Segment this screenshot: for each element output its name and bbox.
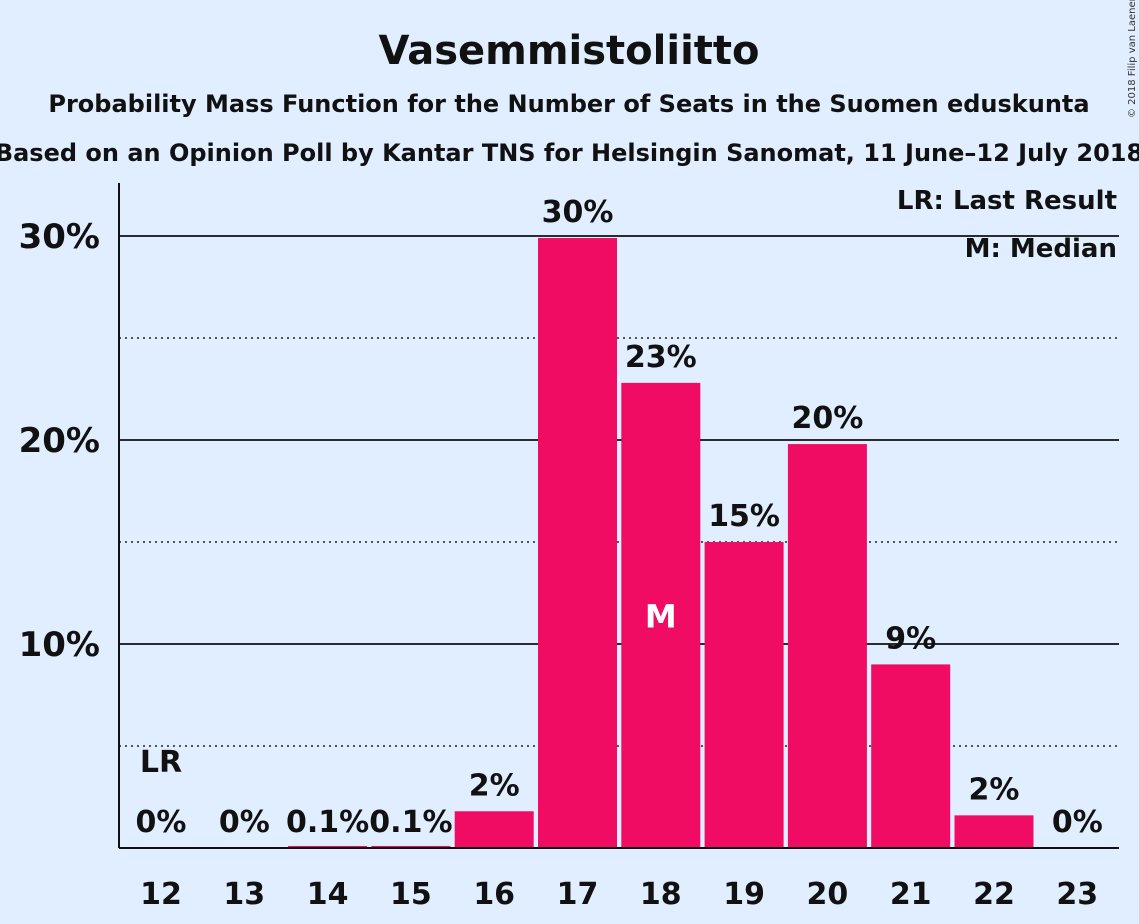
bar-seats-22 [954, 815, 1034, 848]
x-tick-label: 20 [807, 877, 849, 912]
legend-median: M: Median [965, 234, 1117, 264]
y-tick-label: 20% [19, 421, 100, 461]
x-tick-label: 22 [973, 877, 1015, 912]
x-tick-label: 17 [557, 877, 599, 912]
copyright-notice: © 2018 Filip van Laenen [1127, 0, 1138, 118]
bar-value-label: 9% [885, 621, 936, 656]
bar-seats-17 [538, 238, 617, 849]
bar-value-label: 20% [791, 401, 863, 436]
bar-value-label: 2% [969, 772, 1020, 807]
bar-value-label: 0.1% [369, 805, 452, 840]
x-tick-label: 14 [307, 877, 349, 912]
chart-title: Vasemmistoliitto [378, 28, 759, 74]
bar-value-label: 0% [1052, 805, 1103, 840]
bar-seats-20 [787, 444, 867, 848]
markers: LR M [140, 597, 677, 780]
bar-value-label: 0% [136, 805, 187, 840]
bar-value-label: 15% [708, 499, 780, 534]
x-tick-label: 23 [1056, 877, 1098, 912]
bar-value-label: 23% [625, 340, 697, 375]
last-result-marker: LR [140, 745, 182, 780]
x-tick-label: 16 [473, 877, 515, 912]
x-tick-label: 21 [890, 877, 932, 912]
y-tick-label: 10% [19, 625, 100, 665]
chart-subtitle: Probability Mass Function for the Number… [48, 90, 1089, 118]
bar-seats-16 [454, 811, 534, 848]
bar-seats-14 [288, 845, 368, 848]
legend-last-result: LR: Last Result [897, 186, 1117, 216]
median-marker: M [645, 597, 677, 635]
bar-value-label: 0% [219, 805, 270, 840]
chart-subtitle-source: Based on an Opinion Poll by Kantar TNS f… [0, 139, 1139, 167]
x-tick-label: 13 [223, 877, 265, 912]
bar-seats-18 [621, 382, 701, 848]
gridlines [119, 235, 1119, 747]
x-tick-label: 15 [390, 877, 432, 912]
x-tick-label: 18 [640, 877, 682, 912]
bar-value-label: 30% [542, 195, 614, 230]
bar-value-label: 2% [469, 768, 520, 803]
y-tick-label: 30% [19, 217, 100, 257]
bars [288, 238, 1034, 849]
x-tick-label: 12 [140, 877, 182, 912]
bar-value-labels: 0% 0% 0.1% 0.1% 2% 30% 23% 15% 20% 9% 2% 0% [136, 195, 1103, 840]
bar-seats-15 [371, 845, 451, 848]
axes [118, 183, 1119, 849]
bar-seats-21 [871, 664, 951, 848]
x-tick-label: 19 [723, 877, 765, 912]
x-tick-labels: 12 13 14 15 16 17 18 19 20 21 22 23 [140, 877, 1098, 912]
bar-seats-19 [704, 542, 784, 848]
bar-value-label: 0.1% [286, 805, 369, 840]
y-tick-labels: 10% 20% 30% [19, 217, 100, 665]
